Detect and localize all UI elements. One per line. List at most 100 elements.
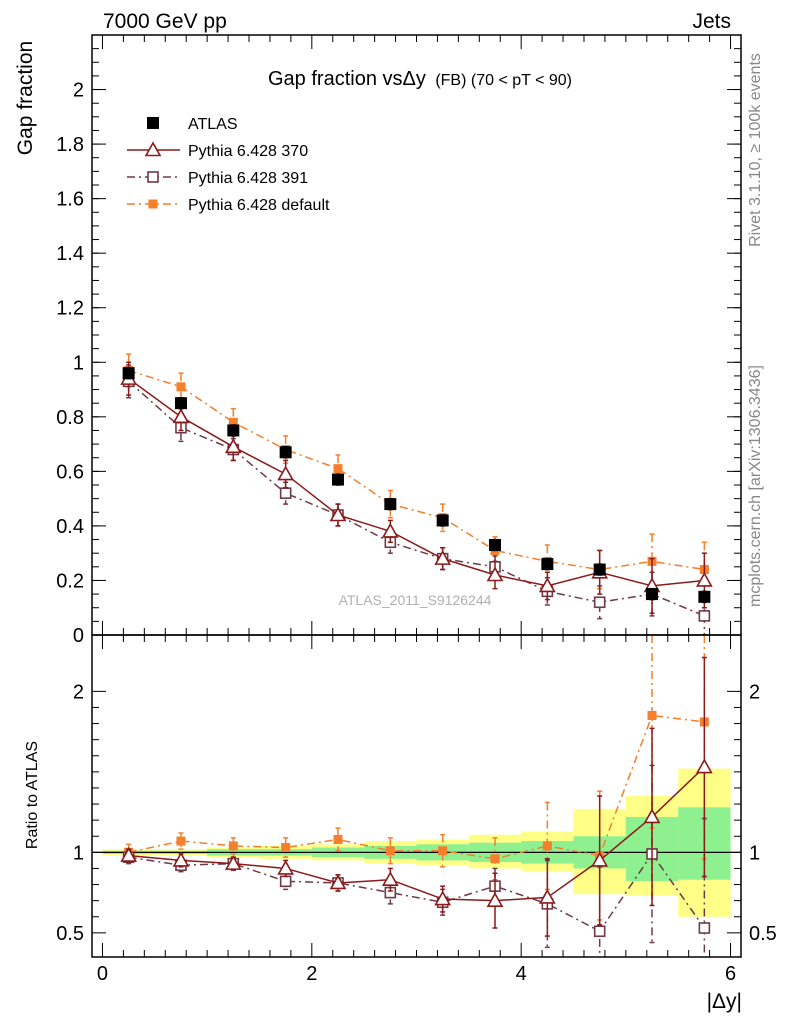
data-point (172, 408, 190, 424)
chart-title: Gap fraction vsΔy (FB) (70 < pT < 90) (268, 68, 572, 90)
y-tick-label: 2 (749, 681, 760, 703)
header-left: 7000 GeV pp (103, 10, 227, 33)
series-pythia-6-428-default (124, 353, 709, 598)
data-point (147, 117, 159, 129)
legend-item: Pythia 6.428 370 (127, 141, 308, 160)
data-point (228, 841, 238, 851)
data-point (277, 859, 295, 875)
ratio-plot-area (92, 635, 741, 957)
data-point (122, 367, 135, 380)
data-point (224, 438, 242, 454)
data-point (381, 871, 399, 887)
x-tick-label: 4 (516, 963, 527, 985)
data-point (384, 498, 397, 511)
y-tick-label: 0.8 (56, 407, 84, 429)
legend-label: Pythia 6.428 391 (188, 170, 308, 187)
watermark: ATLAS_2011_S9126244 (339, 592, 492, 608)
data-point (279, 875, 292, 888)
legend-item: ATLAS (147, 116, 238, 133)
ratio-ylabel: Ratio to ATLAS (24, 741, 41, 849)
data-point (281, 843, 291, 853)
data-point (489, 539, 502, 551)
data-point (227, 424, 240, 437)
y-tick-label: 1.4 (56, 243, 84, 265)
data-point (646, 588, 659, 601)
series-pythia-6-428-370 (120, 361, 713, 614)
mcplots-label: mcplots.cern.ch [arXiv:1306.3436] (747, 365, 764, 607)
data-point (381, 522, 399, 538)
data-point (120, 846, 138, 862)
header-right: Jets (692, 10, 731, 33)
data-point (593, 925, 606, 938)
series-atlas (122, 366, 711, 604)
data-point (695, 571, 713, 587)
legend: ATLAS Pythia 6.428 370 Pythia 6.428 391 Pyt… (127, 116, 330, 214)
rivet-label: Rivet 3.1.10, ≥ 100k events (747, 53, 764, 247)
legend-label: Pythia 6.428 default (188, 197, 330, 214)
main-plot-area (120, 353, 713, 635)
y-tick-label: 1 (73, 352, 84, 374)
data-point (329, 506, 347, 522)
data-point (176, 382, 186, 392)
data-point (331, 473, 344, 486)
data-point (436, 514, 449, 527)
y-tick-label: 1.6 (56, 189, 84, 211)
y-tick-label: 2 (73, 681, 84, 703)
data-point (593, 563, 606, 576)
data-point (698, 610, 711, 622)
data-point (538, 577, 556, 593)
data-point (486, 892, 504, 907)
legend-label: ATLAS (188, 116, 238, 133)
series-line (128, 714, 705, 860)
series-pythia-6-428-370 (120, 656, 713, 937)
main-ylabel: Gap fraction (14, 41, 37, 155)
x-tick-label: 6 (725, 963, 736, 985)
data-point (144, 141, 162, 157)
legend-item: Pythia 6.428 default (127, 197, 330, 214)
series-line (128, 378, 705, 587)
data-point (228, 417, 238, 427)
data-point (329, 874, 347, 890)
x-axis-label: |Δy| (707, 990, 742, 1013)
data-point (591, 851, 609, 867)
x-tick-label: 0 (97, 963, 108, 985)
data-point (385, 846, 395, 856)
ratio-panel: 0.5 0.5 1 1 2 2 0 2 4 6 (56, 634, 777, 985)
data-point (147, 171, 159, 183)
data-point (695, 758, 713, 774)
y-tick-label: 0.5 (749, 923, 777, 945)
title-main: Gap fraction vsΔy (268, 68, 426, 90)
data-point (434, 549, 452, 565)
data-point (593, 596, 606, 609)
y-tick-label: 2 (73, 80, 84, 102)
data-point (490, 854, 500, 864)
series-line (128, 766, 705, 902)
y-tick-label: 0.5 (56, 923, 84, 945)
data-point (333, 834, 343, 844)
y-tick-label: 0 (73, 625, 84, 647)
main-panel: 0 0.2 0.4 0.6 0.8 1 1.2 1.4 1.6 1.8 2 (56, 34, 742, 647)
series-line (128, 852, 705, 933)
data-point (172, 851, 190, 867)
data-point (279, 446, 292, 459)
data-point (647, 711, 657, 720)
legend-label: Pythia 6.428 370 (188, 143, 308, 160)
data-point (148, 199, 158, 209)
y-tick-label: 0.4 (56, 516, 84, 538)
data-point (538, 888, 556, 904)
data-point (643, 808, 661, 824)
data-point (279, 487, 292, 499)
data-point (698, 590, 711, 603)
data-point (174, 397, 187, 410)
y-tick-label: 0.2 (56, 570, 84, 592)
data-point (434, 890, 452, 906)
data-point (333, 464, 343, 474)
data-point (541, 558, 554, 571)
data-point (542, 841, 552, 851)
y-tick-label: 1.2 (56, 298, 84, 320)
data-point (698, 922, 711, 934)
data-point (176, 836, 186, 846)
legend-item: Pythia 6.428 391 (127, 170, 308, 187)
y-tick-label: 0.6 (56, 461, 84, 483)
